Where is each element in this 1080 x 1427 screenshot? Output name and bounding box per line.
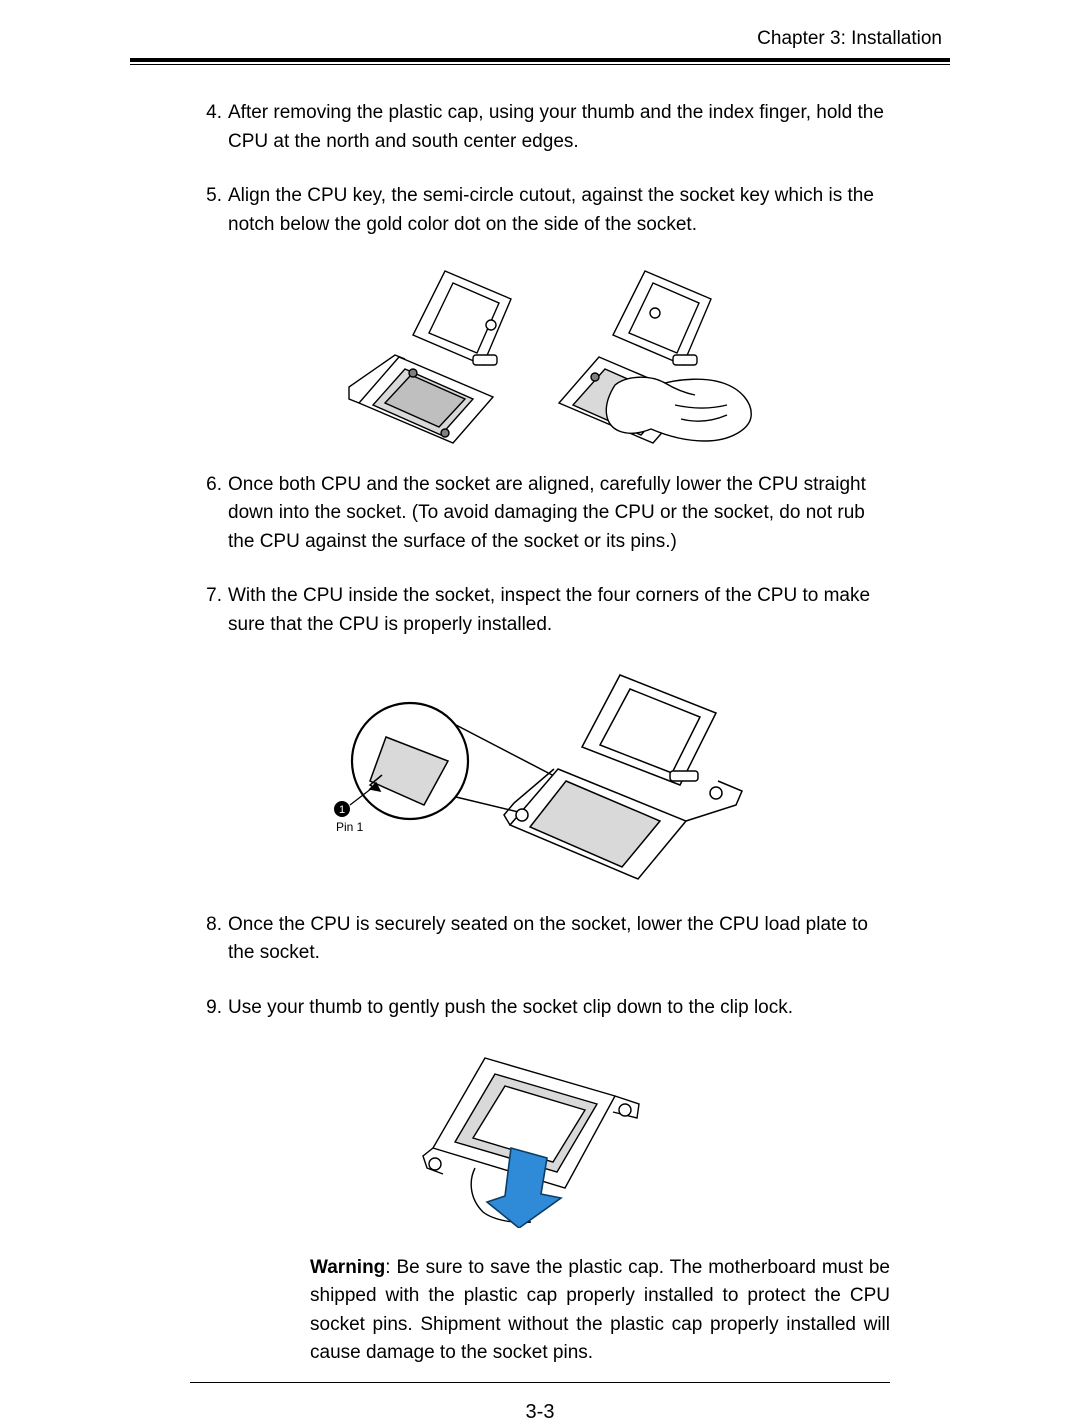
warning-text: : Be sure to save the plastic cap. The m…	[310, 1257, 890, 1364]
step-5: 5. Align the CPU key, the semi-circle cu…	[190, 182, 890, 239]
step-number: 5.	[190, 182, 222, 211]
pin-1-label: Pin 1	[336, 820, 364, 834]
step-text: After removing the plastic cap, using yo…	[228, 102, 884, 152]
step-number: 6.	[190, 471, 222, 500]
step-number: 8.	[190, 911, 222, 940]
step-number: 4.	[190, 99, 222, 128]
step-8: 8. Once the CPU is securely seated on th…	[190, 911, 890, 968]
step-number: 9.	[190, 994, 222, 1023]
step-text: Once both CPU and the socket are aligned…	[228, 474, 866, 552]
instruction-list: 4. After removing the plastic cap, using…	[190, 99, 890, 1368]
cpu-clip-illustration	[415, 1048, 665, 1228]
step-number: 7.	[190, 582, 222, 611]
page-number: 3-3	[190, 1397, 890, 1427]
cpu-inspect-illustration: 1 Pin 1	[320, 665, 760, 885]
step-9: 9. Use your thumb to gently push the soc…	[190, 994, 890, 1023]
step-7: 7. With the CPU inside the socket, inspe…	[190, 582, 890, 639]
footer-rule	[190, 1382, 890, 1383]
page-header: Chapter 3: Installation	[130, 28, 950, 56]
figure-push-clip	[190, 1048, 890, 1238]
svg-text:1: 1	[339, 804, 345, 816]
warning-label: Warning	[310, 1257, 385, 1278]
header-rule-thick	[130, 58, 950, 62]
page-content: 4. After removing the plastic cap, using…	[130, 65, 950, 1427]
warning-note: Warning: Be sure to save the plastic cap…	[190, 1254, 890, 1368]
figure-inspect-cpu: 1 Pin 1	[190, 665, 890, 895]
step-text: With the CPU inside the socket, inspect …	[228, 585, 870, 635]
step-6: 6. Once both CPU and the socket are alig…	[190, 471, 890, 557]
step-text: Align the CPU key, the semi-circle cutou…	[228, 185, 874, 235]
document-page: Chapter 3: Installation 4. After removin…	[0, 0, 1080, 1397]
cpu-align-illustration	[325, 265, 755, 445]
step-4: 4. After removing the plastic cap, using…	[190, 99, 890, 156]
step-text: Use your thumb to gently push the socket…	[228, 997, 793, 1018]
figure-align-cpu	[190, 265, 890, 455]
step-text: Once the CPU is securely seated on the s…	[228, 914, 868, 964]
